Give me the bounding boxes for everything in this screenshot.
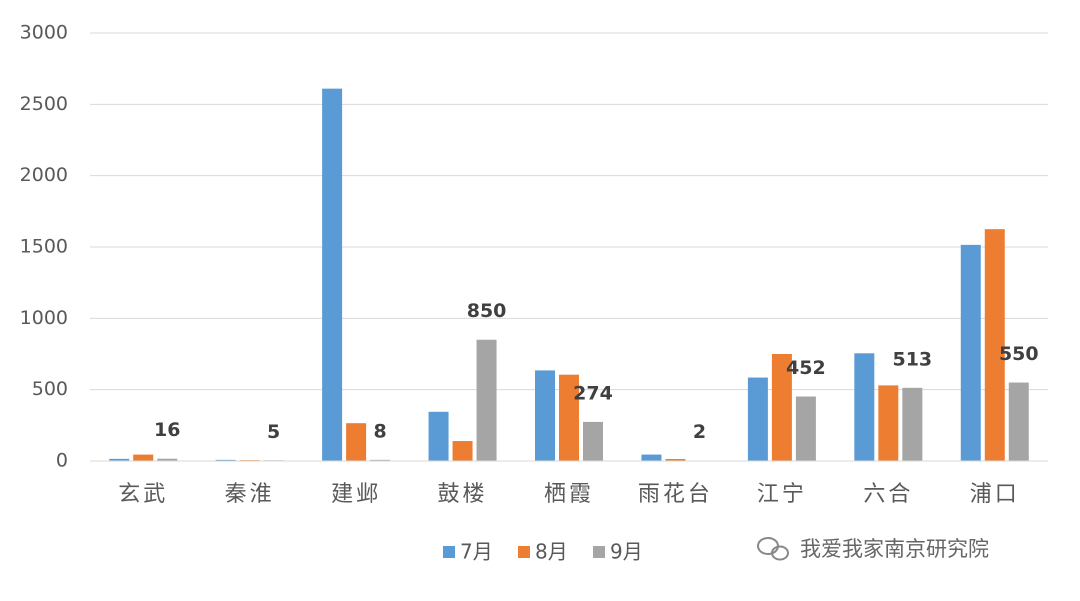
y-tick-label: 2500	[20, 93, 68, 115]
legend-label: 9月	[610, 540, 643, 564]
data-label: 2	[693, 421, 706, 443]
x-tick-label: 浦口	[970, 482, 1020, 507]
bar	[854, 353, 874, 461]
data-label: 550	[999, 343, 1039, 365]
data-label: 5	[267, 421, 280, 443]
data-label: 850	[467, 300, 507, 322]
data-label: 16	[154, 419, 180, 441]
bar	[535, 370, 555, 461]
y-tick-label: 1500	[20, 236, 68, 258]
data-label: 452	[786, 357, 826, 379]
bar	[902, 388, 922, 461]
x-tick-label: 六合	[863, 482, 913, 507]
x-tick-label: 鼓楼	[438, 482, 488, 507]
bar	[878, 385, 898, 461]
bar	[477, 340, 497, 461]
bar	[748, 378, 768, 461]
bar	[133, 455, 153, 461]
x-tick-label: 建邺	[331, 482, 381, 507]
x-tick-label: 雨花台	[638, 482, 713, 507]
legend-swatch	[443, 546, 455, 558]
legend-label: 8月	[535, 540, 568, 564]
bar	[961, 245, 981, 461]
y-tick-label: 0	[56, 450, 68, 472]
bar	[346, 423, 366, 461]
x-tick-label: 江宁	[757, 482, 807, 507]
legend-swatch	[593, 546, 605, 558]
bar	[429, 412, 449, 461]
bar	[583, 422, 603, 461]
watermark: 我爱我家南京研究院	[800, 537, 989, 561]
legend-swatch	[518, 546, 530, 558]
y-tick-label: 500	[32, 378, 68, 400]
y-tick-label: 3000	[20, 22, 68, 44]
x-tick-label: 秦淮	[225, 482, 275, 507]
bar	[796, 397, 816, 461]
legend-label: 7月	[460, 540, 493, 564]
bar	[453, 441, 473, 461]
bar	[1009, 383, 1029, 461]
bar	[322, 89, 342, 461]
x-tick-label: 栖霞	[544, 482, 594, 507]
data-label: 8	[373, 420, 386, 442]
y-tick-label: 1000	[20, 307, 68, 329]
y-tick-label: 2000	[20, 164, 68, 186]
bar	[641, 455, 661, 461]
data-label: 513	[892, 348, 932, 370]
x-tick-label: 玄武	[118, 482, 168, 507]
data-label: 274	[573, 382, 613, 404]
